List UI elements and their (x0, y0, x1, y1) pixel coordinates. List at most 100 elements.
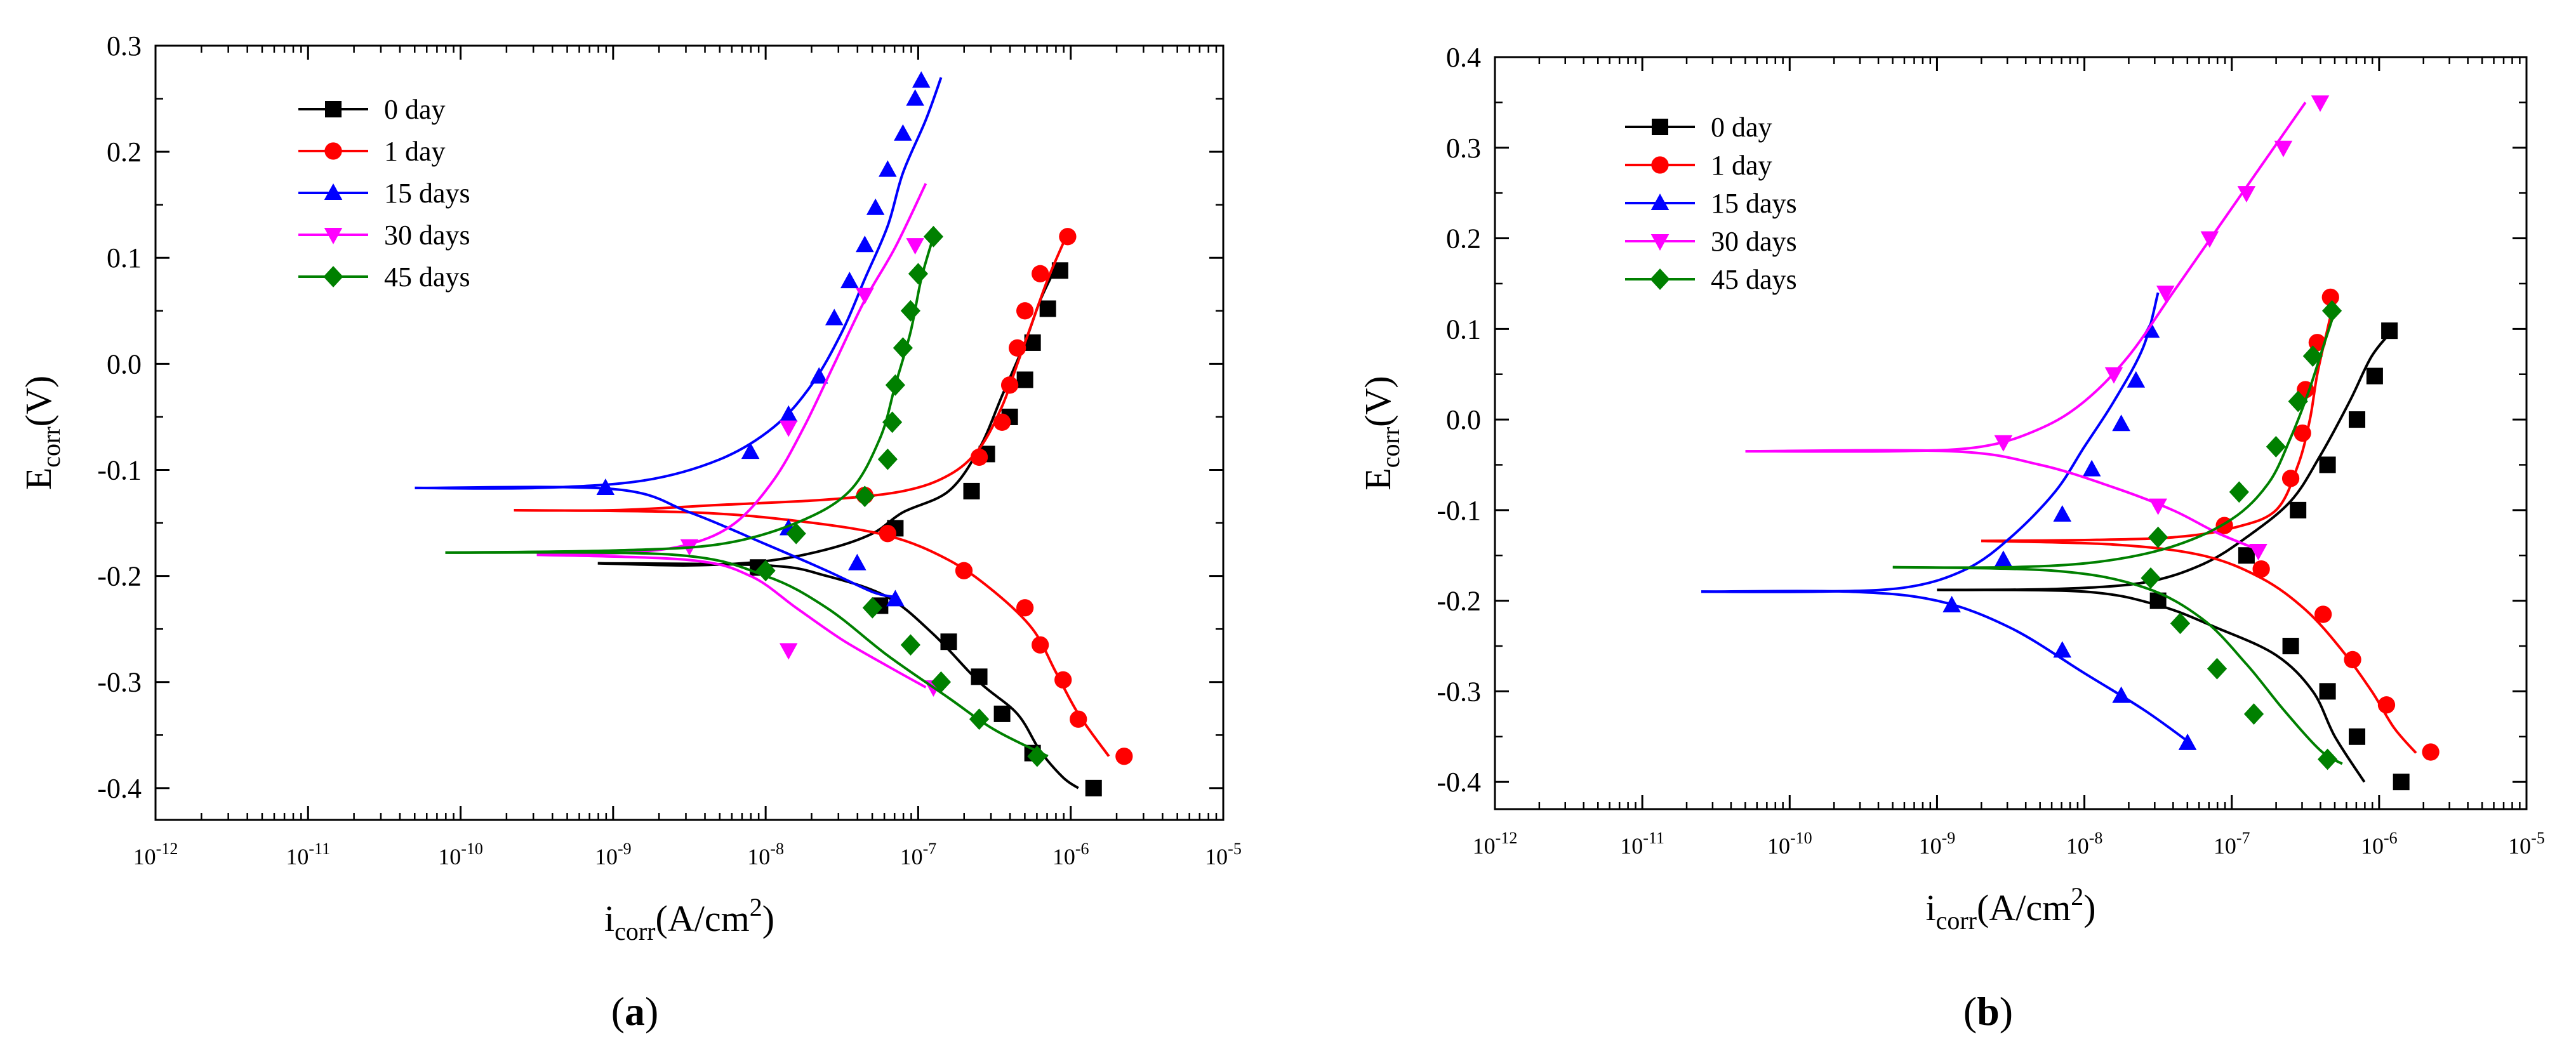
data-point (931, 671, 952, 693)
data-point (1008, 339, 1026, 357)
panel-caption: (a) (611, 989, 659, 1034)
y-tick-label: 0.3 (107, 30, 142, 62)
data-point (2082, 459, 2101, 477)
y-tick-label: -0.1 (1437, 495, 1481, 526)
x-tick-label: 10-5 (1205, 840, 1242, 869)
data-point (886, 590, 905, 607)
y-axis-title: Ecorr(V) (1357, 376, 1405, 490)
chart-panel-a: 10-12 10-11 10-10 10-9 10-8 10-7 10-6 10-5 -0.4 -… (18, 30, 1242, 1034)
series-1-day (514, 228, 1133, 765)
y-tick-label: 0.4 (1446, 42, 1481, 73)
data-point (779, 643, 798, 660)
series-anodic-line (514, 236, 1068, 512)
y-tick-label: 0.1 (107, 242, 142, 274)
data-point (1115, 748, 1133, 765)
data-point (906, 238, 924, 255)
legend-label: 15 days (384, 178, 470, 209)
data-point (2393, 774, 2410, 791)
plot-frame (1494, 56, 2528, 810)
legend-marker (1650, 268, 1670, 290)
data-point (2112, 686, 2130, 703)
x-tick-label: 10-11 (286, 840, 330, 869)
data-point (2178, 733, 2197, 750)
y-tick-label: 0.2 (107, 136, 142, 168)
data-point (900, 300, 921, 322)
data-point (862, 597, 882, 619)
series-45-days (445, 225, 1049, 767)
data-point (2422, 743, 2440, 761)
series-anodic-line (415, 77, 943, 490)
data-point (1994, 550, 2013, 567)
data-point (840, 272, 859, 289)
data-point (963, 482, 980, 499)
data-point (2366, 367, 2383, 385)
data-point (741, 442, 760, 459)
y-tick-label: -0.3 (97, 667, 142, 698)
legend-label: 45 days (1711, 264, 1797, 295)
x-tick-label: 10-8 (2066, 829, 2103, 859)
data-point (2321, 288, 2339, 306)
series-anodic-line (1701, 292, 2160, 593)
data-point (993, 413, 1011, 431)
data-point (2127, 371, 2146, 388)
data-point (2238, 547, 2255, 564)
legend-label: 0 day (1711, 112, 1772, 143)
x-axis-title: icorr(A/cm2) (1925, 882, 2095, 935)
data-point (2229, 481, 2249, 503)
data-point (1032, 265, 1049, 282)
x-tick-label: 10-5 (2508, 829, 2545, 859)
legend-item: 15 days (298, 178, 470, 209)
y-tick-label: -0.1 (97, 454, 142, 485)
data-point (2104, 367, 2123, 384)
data-point (2319, 456, 2336, 473)
series-anodic-line (597, 268, 1057, 567)
legend-item: 30 days (298, 220, 470, 251)
data-point (1085, 779, 1102, 796)
legend-label: 15 days (1711, 188, 1797, 219)
x-tick-label: 10-11 (1620, 829, 1664, 859)
data-point (848, 553, 866, 571)
data-point (908, 263, 929, 285)
data-point (786, 522, 806, 544)
data-point (885, 374, 905, 396)
legend-label: 30 days (384, 220, 470, 251)
series-anodic-line (1981, 296, 2337, 543)
data-point (596, 478, 615, 495)
data-point (2149, 498, 2167, 515)
data-point (1070, 710, 1087, 728)
data-point (955, 562, 973, 579)
series-anodic-line (1892, 310, 2337, 569)
data-point (993, 705, 1011, 722)
y-tick-label: -0.4 (1437, 767, 1481, 798)
x-tick-label: 10-10 (438, 840, 483, 869)
series-cathodic-line (1937, 588, 2366, 783)
data-point (1027, 745, 1047, 767)
series-anodic-line (445, 236, 935, 554)
series-cathodic-line (597, 562, 1079, 789)
data-point (2053, 641, 2072, 658)
series-anodic-line (1745, 102, 2307, 453)
data-point (1994, 435, 2013, 452)
legend-item: 1 day (298, 136, 446, 167)
legend-marker (324, 183, 343, 201)
series-30-days (536, 183, 943, 697)
x-tick-label: 10-7 (900, 840, 937, 869)
series-cathodic-line (1892, 565, 2343, 765)
x-tick-label: 10-10 (1767, 829, 1812, 859)
data-point (2237, 186, 2256, 203)
data-point (879, 525, 897, 543)
data-point (2377, 696, 2396, 714)
data-point (856, 235, 874, 253)
data-point (2266, 436, 2286, 458)
legend-marker (324, 227, 343, 244)
x-axis-title: icorr(A/cm2) (604, 893, 774, 946)
data-point (900, 634, 921, 656)
data-point (940, 633, 957, 650)
series-45-days (1892, 300, 2343, 770)
data-point (2349, 728, 2366, 745)
y-tick-label: -0.4 (97, 773, 142, 804)
x-tick-label: 10-6 (2361, 829, 2398, 859)
series-cathodic-line (1701, 590, 2189, 742)
x-tick-label: 10-7 (2214, 829, 2250, 859)
